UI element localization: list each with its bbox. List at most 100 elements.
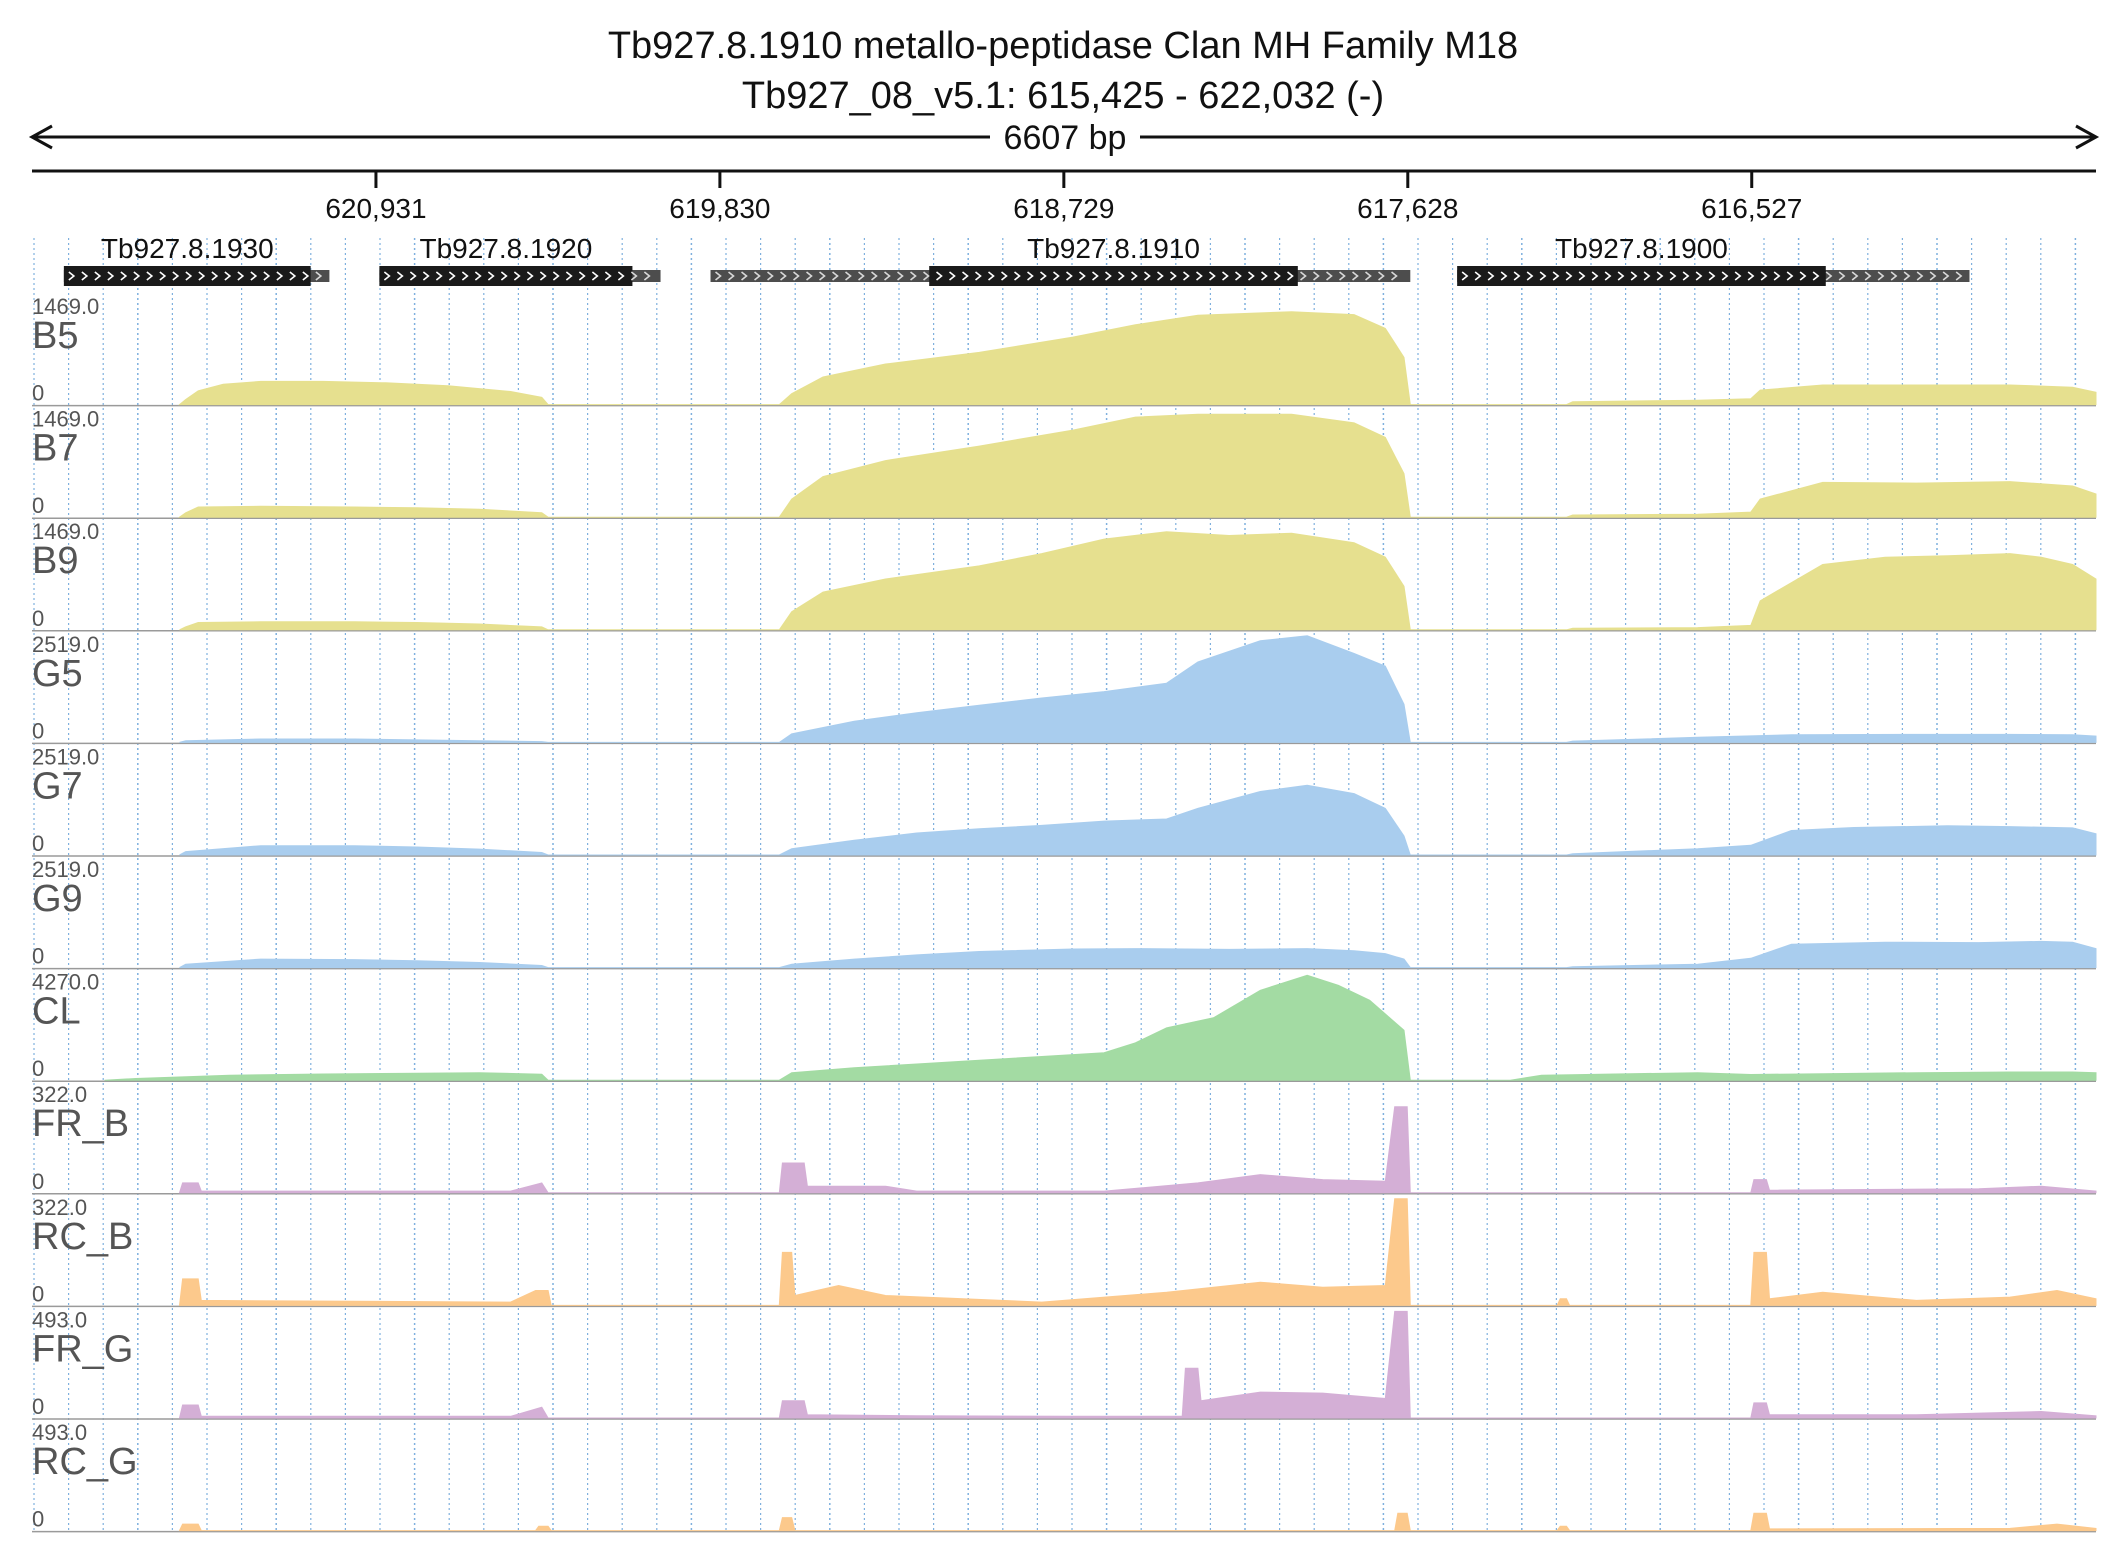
strand-chevron-icon	[1378, 271, 1385, 281]
strand-chevron-icon	[487, 271, 495, 281]
strand-chevron-icon	[1747, 271, 1755, 281]
strand-chevron-icon	[198, 271, 206, 281]
strand-chevron-icon	[858, 271, 865, 281]
strand-chevron-icon	[302, 271, 310, 281]
gene-Tb927-8-1910[interactable]: Tb927.8.1910	[710, 233, 1411, 286]
strand-chevron-icon	[1157, 271, 1164, 281]
strand-chevron-icon	[159, 271, 167, 281]
strand-chevron-icon	[1695, 271, 1703, 281]
strand-chevron-icon	[845, 271, 852, 281]
strand-chevron-icon	[526, 271, 534, 281]
strand-chevron-icon	[1131, 271, 1138, 281]
strand-chevron-icon	[936, 271, 943, 281]
gene-Tb927-8-1930[interactable]: Tb927.8.1930	[63, 233, 330, 286]
strand-chevron-icon	[591, 271, 599, 281]
strand-chevron-icon	[1656, 271, 1664, 281]
strand-chevron-icon	[185, 271, 193, 281]
strand-chevron-icon	[728, 271, 735, 281]
strand-chevron-icon	[1261, 271, 1268, 281]
strand-chevron-icon	[1196, 271, 1203, 281]
track-min-label: 0	[32, 718, 44, 743]
track-name-label: FR_G	[32, 1328, 133, 1370]
strand-chevron-icon	[1773, 271, 1781, 281]
strand-chevron-icon	[1708, 271, 1716, 281]
track-min-label: 0	[32, 1056, 44, 1081]
coverage-area	[178, 311, 2097, 406]
track-max-label: 2519.0	[32, 857, 99, 882]
strand-chevron-icon	[949, 271, 956, 281]
strand-chevron-icon	[793, 271, 800, 281]
chart-title-line2: Tb927_08_v5.1: 615,425 - 622,032 (-)	[742, 75, 1384, 117]
track-max-label: 2519.0	[32, 744, 99, 769]
strand-chevron-icon	[1617, 271, 1625, 281]
strand-chevron-icon	[1539, 271, 1547, 281]
strand-chevron-icon	[1300, 271, 1307, 281]
gene-track: Tb927.8.1930 Tb927.8.1920 Tb927.8.1910 Tb92…	[63, 233, 1970, 286]
strand-chevron-icon	[552, 271, 560, 281]
span-indicator: 6607 bp	[28, 119, 2100, 157]
track-max-label: 1469.0	[32, 407, 99, 432]
strand-chevron-icon	[1235, 271, 1242, 281]
strand-chevron-icon	[1500, 271, 1508, 281]
strand-chevron-icon	[289, 271, 297, 281]
track-min-label: 0	[32, 381, 44, 406]
strand-chevron-icon	[1066, 271, 1073, 281]
strand-chevron-icon	[500, 271, 508, 281]
track-name-label: RC_G	[32, 1441, 138, 1483]
track-rc-g: 493.0 0 RC_G	[32, 1420, 2097, 1533]
strand-chevron-icon	[133, 271, 141, 281]
strand-chevron-icon	[617, 271, 625, 281]
strand-chevron-icon	[1552, 271, 1560, 281]
coverage-area	[104, 974, 2097, 1081]
strand-chevron-icon	[1799, 271, 1807, 281]
strand-chevron-icon	[81, 271, 89, 281]
strand-chevron-icon	[741, 271, 748, 281]
strand-chevron-icon	[1565, 271, 1573, 281]
ruler-ticks: 620,931 619,830 618,729 617,628 616,527	[325, 171, 1802, 224]
strand-chevron-icon	[1339, 271, 1346, 281]
strand-chevron-icon	[1170, 271, 1177, 281]
gene-cds	[63, 266, 311, 286]
strand-chevron-icon	[94, 271, 102, 281]
strand-chevron-icon	[1838, 271, 1846, 281]
ruler-tick-label: 618,729	[1013, 193, 1114, 224]
track-name-label: RC_B	[32, 1216, 133, 1258]
strand-chevron-icon	[767, 271, 774, 281]
strand-chevron-icon	[1851, 271, 1859, 281]
strand-chevron-icon	[1183, 271, 1190, 281]
strand-chevron-icon	[1079, 271, 1086, 281]
track-b7: 1469.0 0 B7	[32, 407, 2097, 519]
strand-chevron-icon	[539, 271, 547, 281]
track-max-label: 1469.0	[32, 294, 99, 319]
strand-chevron-icon	[448, 271, 456, 281]
strand-chevron-icon	[897, 271, 904, 281]
track-min-label: 0	[32, 606, 44, 631]
strand-chevron-icon	[1274, 271, 1281, 281]
strand-chevron-icon	[780, 271, 787, 281]
strand-chevron-icon	[1487, 271, 1495, 281]
track-min-label: 0	[32, 493, 44, 518]
left-arrow-icon	[28, 124, 53, 150]
strand-chevron-icon	[565, 271, 573, 281]
coverage-area	[179, 940, 2097, 969]
track-b9: 1469.0 0 B9	[32, 519, 2097, 632]
strand-chevron-icon	[172, 271, 180, 281]
gene-Tb927-8-1900[interactable]: Tb927.8.1900	[1457, 233, 1970, 286]
track-min-label: 0	[32, 944, 44, 969]
strand-chevron-icon	[1209, 271, 1216, 281]
gene-Tb927-8-1920[interactable]: Tb927.8.1920	[379, 233, 661, 286]
coverage-area	[179, 635, 2097, 743]
gene-name-label: Tb927.8.1910	[1027, 233, 1200, 264]
strand-chevron-icon	[1222, 271, 1229, 281]
right-arrow-icon	[2075, 124, 2100, 150]
strand-chevron-icon	[1352, 271, 1359, 281]
gene-cds	[1457, 266, 1826, 286]
strand-chevron-icon	[988, 271, 995, 281]
ruler: 620,931 619,830 618,729 617,628 616,527	[32, 169, 2096, 224]
strand-chevron-icon	[962, 271, 969, 281]
strand-chevron-icon	[1248, 271, 1255, 281]
strand-chevron-icon	[107, 271, 115, 281]
strand-chevron-icon	[975, 271, 982, 281]
gridlines	[33, 238, 2077, 1533]
